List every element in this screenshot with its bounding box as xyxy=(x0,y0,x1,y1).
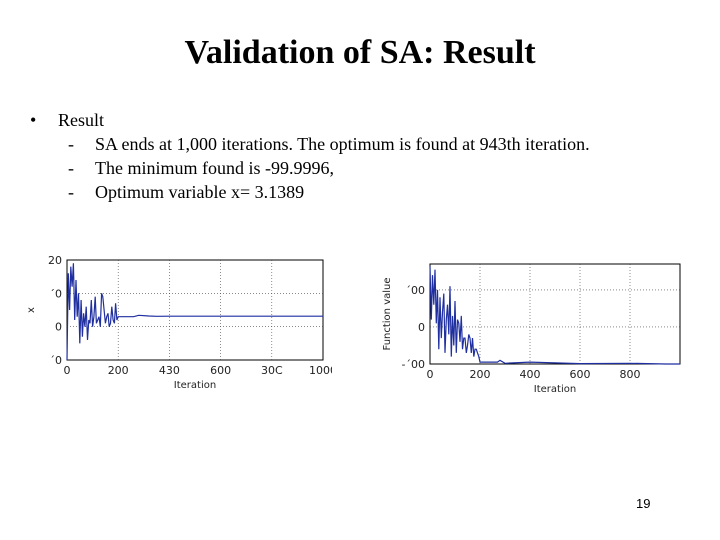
x-tick-label: 600 xyxy=(210,364,231,377)
x-tick-label: 30C xyxy=(261,364,283,377)
y-tick-label: 20 xyxy=(48,254,62,267)
y-tick-label: -´00 xyxy=(402,358,425,371)
x-tick-label: 0 xyxy=(427,368,434,381)
x-tick-label: 1000 xyxy=(309,364,332,377)
y-axis-label: x xyxy=(26,307,37,313)
dash-icon: - xyxy=(68,182,74,202)
slide-title: Validation of SA: Result xyxy=(184,34,536,71)
series-line xyxy=(66,263,323,361)
page-number: 19 xyxy=(636,496,651,511)
y-axis-label: Function value xyxy=(382,277,393,350)
sub-item-text: The minimum found is -99.9996, xyxy=(95,158,334,178)
x-tick-label: 200 xyxy=(108,364,129,377)
x-axis-label: Iteration xyxy=(534,384,576,395)
x-tick-label: 200 xyxy=(470,368,491,381)
x-tick-label: 600 xyxy=(570,368,591,381)
dash-icon: - xyxy=(68,158,74,178)
dash-icon: - xyxy=(68,134,74,154)
sub-item: - Optimum variable x= 3.1389 xyxy=(30,180,590,204)
x-axis-label: Iteration xyxy=(174,380,216,391)
bullet-item: • Result xyxy=(30,108,590,132)
sub-item-text: Optimum variable x= 3.1389 xyxy=(95,182,305,202)
plot-frame xyxy=(66,259,324,361)
y-tick-label: 0 xyxy=(418,321,425,334)
bullet-list: • Result - SA ends at 1,000 iterations. … xyxy=(30,108,590,204)
sub-item: - The minimum found is -99.9996, xyxy=(30,156,590,180)
y-tick-label: ´00 xyxy=(406,284,426,297)
x-tick-label: 0 xyxy=(64,364,71,377)
y-tick-label: 0 xyxy=(55,321,62,334)
x-tick-label: 400 xyxy=(520,368,541,381)
sub-item: - SA ends at 1,000 iterations. The optim… xyxy=(30,132,590,156)
y-tick-label: ´0 xyxy=(50,287,63,300)
sub-item-text: SA ends at 1,000 iterations. The optimum… xyxy=(95,134,590,154)
x-tick-label: 800 xyxy=(620,368,641,381)
y-tick-label: ´0 xyxy=(50,354,63,367)
bullet-text: Result xyxy=(58,110,105,130)
series-line xyxy=(429,265,680,365)
x-tick-label: 430 xyxy=(159,364,180,377)
bullet-dot-icon: • xyxy=(30,110,37,130)
